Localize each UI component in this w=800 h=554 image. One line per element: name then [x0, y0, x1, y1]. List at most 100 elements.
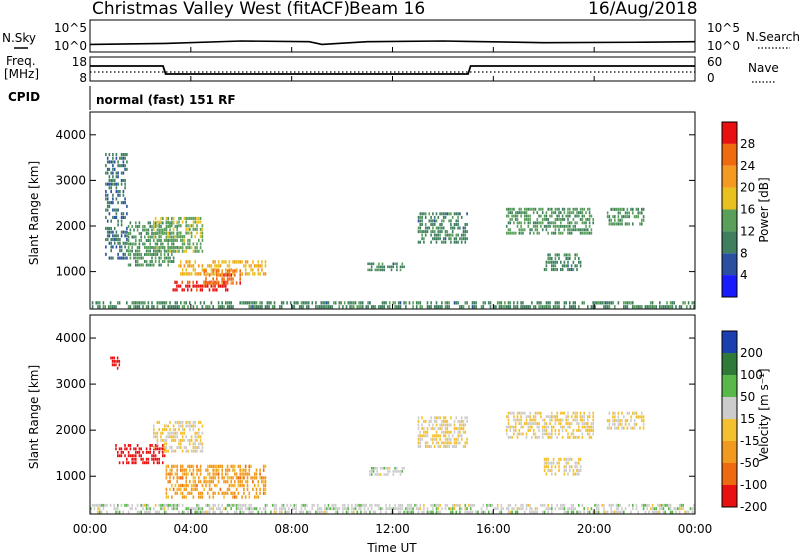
velocity-cell-4	[304, 503, 306, 507]
power-cell-9	[525, 218, 528, 221]
power-cell-2	[176, 231, 178, 235]
power-cell-9	[556, 218, 558, 221]
velocity-cell-3	[212, 468, 214, 472]
power-cell-9	[522, 231, 524, 235]
velocity-cell-4	[388, 503, 391, 507]
velocity-cell-2	[189, 420, 191, 424]
velocity-cell-3	[185, 495, 187, 499]
power-cell-9	[572, 207, 575, 211]
power-cell-9	[536, 224, 539, 228]
power-cell-1	[169, 239, 171, 242]
power-cell-0	[120, 219, 123, 223]
power-cell-1	[172, 260, 175, 263]
velocity-cell-6	[453, 430, 456, 434]
power-cell-0	[122, 256, 125, 260]
power-cell-0	[120, 171, 123, 175]
power-cell-6	[165, 301, 168, 305]
velocity-cell-8	[558, 457, 560, 461]
velocity-cell-6	[459, 434, 461, 438]
power-cell-10	[567, 268, 569, 272]
power-cell-3	[257, 272, 260, 276]
power-cell-7	[379, 265, 382, 269]
velocity-cell-2	[199, 449, 202, 453]
power-cell-6	[516, 301, 519, 305]
velocity-cell-4	[536, 507, 539, 511]
power-cell-10	[572, 260, 575, 264]
velocity-cell-4	[406, 510, 409, 514]
velocity-cell-7	[554, 429, 557, 432]
velocity-cell-6	[421, 437, 423, 441]
power-cell-9	[536, 221, 539, 225]
power-cell-9	[541, 207, 544, 211]
velocity-cell-4	[241, 507, 243, 511]
power-cell-9	[570, 228, 573, 232]
power-cell-9	[587, 218, 589, 221]
power-cell-11	[608, 215, 611, 219]
velocity-cell-3	[221, 464, 223, 468]
power-cell-0	[106, 230, 109, 234]
velocity-cell-3	[199, 464, 202, 468]
velocity-cell-7	[549, 418, 551, 422]
velocity-cell-4	[666, 503, 668, 507]
power-cell-9	[523, 211, 526, 215]
velocity-cell-7	[514, 418, 517, 422]
power-cell-2	[180, 246, 182, 250]
power-cell-6	[554, 305, 557, 309]
power-cell-0	[113, 160, 116, 164]
power-cell-6	[352, 301, 355, 305]
velocity-colorbar-swatch	[722, 441, 737, 463]
power-cell-9	[579, 207, 582, 211]
velocity-cell-4	[163, 503, 166, 507]
power-cell-9	[507, 211, 510, 215]
velocity-cell-1	[138, 447, 141, 451]
velocity-cell-7	[532, 422, 535, 425]
velocity-cell-8	[552, 461, 555, 465]
velocity-cell-4	[187, 507, 189, 511]
velocity-cell-3	[262, 476, 265, 480]
power-cell-9	[545, 224, 548, 228]
power-cell-11	[642, 215, 645, 219]
power-cell-1	[127, 249, 130, 253]
velocity-cell-3	[208, 464, 211, 468]
power-cell-8	[433, 237, 436, 241]
power-cell-2	[160, 216, 162, 220]
velocity-cell-2	[187, 438, 189, 442]
power-cell-8	[457, 226, 459, 230]
power-cell-9	[523, 228, 526, 232]
power-cell-6	[547, 305, 549, 309]
velocity-cell-4	[430, 510, 432, 514]
velocity-cell-1	[129, 444, 132, 447]
power-cell-9	[522, 211, 524, 215]
power-cell-8	[462, 230, 465, 234]
power-cell-1	[167, 263, 169, 267]
power-cell-10	[556, 253, 558, 257]
velocity-cell-3	[192, 483, 195, 488]
velocity-cell-4	[399, 507, 402, 511]
power-cell-4	[225, 288, 227, 292]
power-cell-3	[244, 260, 247, 264]
velocity-cell-4	[594, 510, 596, 514]
velocity-cell-6	[437, 434, 440, 438]
velocity-cell-6	[450, 416, 452, 420]
velocity-cell-8	[567, 472, 569, 476]
power-cell-6	[489, 301, 492, 305]
velocity-cell-4	[617, 507, 620, 511]
velocity-cell-4	[605, 510, 607, 514]
velocity-cell-4	[331, 507, 333, 511]
power-cell-6	[513, 301, 515, 305]
velocity-cell-4	[320, 507, 323, 511]
velocity-cell-4	[144, 503, 146, 507]
power-cell-0	[108, 234, 111, 238]
power-cell-2	[165, 249, 168, 253]
power-cell-11	[612, 207, 614, 211]
velocity-cell-1	[154, 457, 157, 461]
velocity-cell-3	[194, 483, 196, 488]
velocity-cell-2	[196, 446, 198, 449]
power-cell-0	[112, 215, 114, 219]
velocity-cell-7	[570, 415, 573, 419]
velocity-cell-3	[181, 464, 184, 468]
power-cell-2	[178, 216, 180, 220]
power-cell-8	[457, 223, 459, 226]
velocity-cell-3	[165, 487, 168, 491]
velocity-cell-2	[156, 420, 159, 424]
